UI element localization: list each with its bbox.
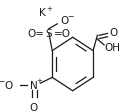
Text: O=: O= xyxy=(27,29,44,39)
Text: O: O xyxy=(60,16,68,26)
Text: =O: =O xyxy=(54,29,71,39)
Text: OH: OH xyxy=(105,42,121,52)
Text: O: O xyxy=(109,28,118,38)
Text: −: − xyxy=(0,76,5,85)
Text: −: − xyxy=(67,12,73,21)
Text: K: K xyxy=(39,8,45,18)
Text: N: N xyxy=(30,80,38,90)
Text: S: S xyxy=(46,29,52,39)
Text: +: + xyxy=(46,6,52,12)
Text: O: O xyxy=(30,102,38,112)
Text: +: + xyxy=(37,78,43,83)
Text: O: O xyxy=(4,80,13,90)
